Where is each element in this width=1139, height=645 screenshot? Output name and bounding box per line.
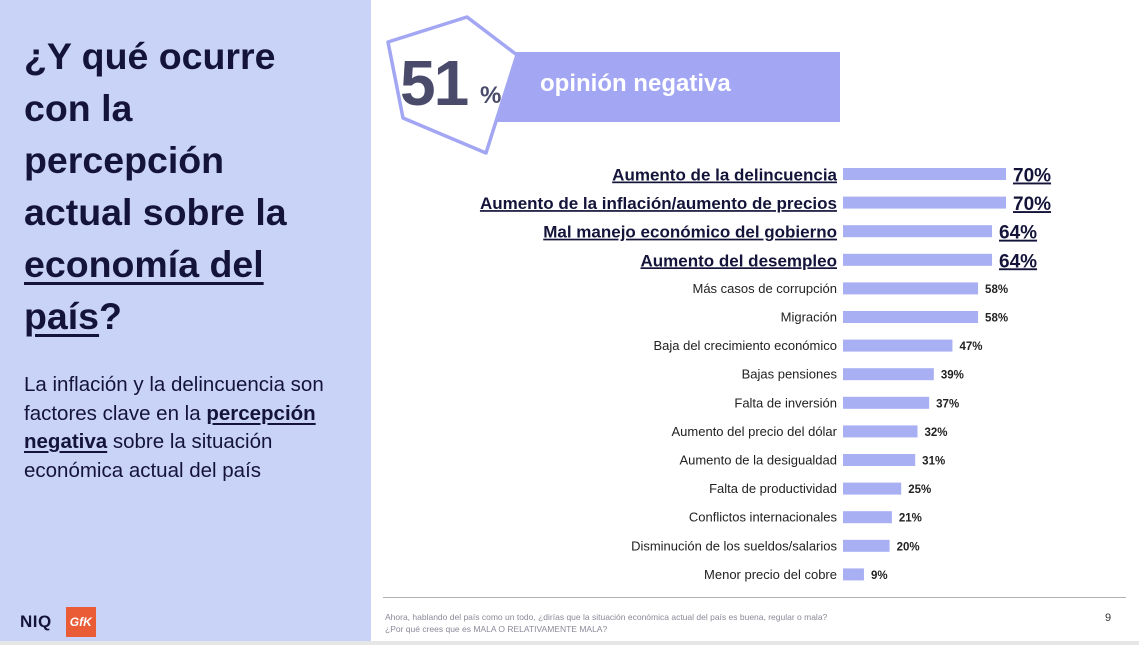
bar — [843, 311, 979, 323]
subtitle-highlight: percepción negativa — [24, 401, 316, 454]
category-label: Migración — [781, 310, 837, 325]
category-label: Falta de productividad — [709, 481, 837, 496]
title-line-4: actual sobre la — [24, 191, 287, 233]
value-label: 9% — [871, 570, 888, 582]
subtitle-part-1: La inflación y la delincuencia son facto… — [24, 373, 324, 425]
bar — [843, 196, 1006, 209]
title-line-1: ¿Y qué ocurre — [24, 35, 276, 77]
banner-label: opinión negativa — [540, 70, 731, 97]
bar — [843, 282, 979, 295]
category-label: Aumento de la desigualdad — [679, 453, 837, 468]
category-label: Baja del crecimiento económico — [653, 338, 837, 353]
title-line-3: percepción — [24, 139, 225, 181]
niq-logo: NIQ — [20, 612, 52, 631]
category-label: Aumento de la delincuencia — [612, 166, 837, 185]
value-label: 58% — [985, 313, 1008, 325]
value-label: 64% — [999, 251, 1037, 272]
brand-logos: NIQ GfK — [20, 607, 96, 637]
value-label: 25% — [908, 484, 931, 496]
bar — [843, 168, 1006, 180]
slide-subtitle: La inflación y la delincuencia son facto… — [24, 371, 359, 485]
page-number: 9 — [1105, 612, 1112, 624]
category-label: Menor precio del cobre — [704, 567, 837, 582]
bar — [843, 225, 993, 238]
banner-percent-sign: % — [480, 82, 502, 109]
banner-number: 51 — [400, 47, 469, 119]
bar — [843, 425, 918, 438]
category-label: Mal manejo económico del gobierno — [543, 223, 837, 242]
title-question-mark: ? — [99, 295, 122, 337]
footnote-line-1: Ahora, hablando del país como un todo, ¿… — [385, 612, 828, 622]
title-underlined-1: economía del — [24, 243, 264, 285]
category-label: Falta de inversión — [734, 395, 837, 410]
banner-graphic — [386, 15, 840, 155]
footnote: Ahora, hablando del país como un todo, ¿… — [385, 611, 1035, 635]
value-label: 37% — [936, 398, 959, 410]
bar — [843, 396, 930, 409]
bottom-strip — [0, 641, 1139, 645]
value-label: 70% — [1013, 166, 1051, 187]
bar — [843, 368, 934, 381]
bar — [843, 482, 902, 495]
value-label: 20% — [897, 541, 920, 553]
value-label: 58% — [985, 284, 1008, 296]
bar — [843, 539, 890, 552]
category-label: Más casos de corrupción — [692, 281, 837, 296]
footnote-line-2: ¿Por qué crees que es MALA O RELATIVAMEN… — [385, 624, 608, 634]
bar — [843, 568, 864, 581]
category-label: Aumento de la inflación/aumento de preci… — [480, 194, 837, 213]
gfk-logo: GfK — [65, 607, 96, 637]
banner-hexagon — [386, 15, 519, 155]
left-panel: ¿Y qué ocurre con la percepción actual s… — [0, 0, 371, 645]
bar — [843, 454, 916, 466]
category-label: Aumento del precio del dólar — [672, 424, 838, 439]
category-label: Conflictos internacionales — [689, 510, 838, 525]
banner-bar — [478, 52, 840, 122]
slide-title: ¿Y qué ocurre con la percepción actual s… — [24, 30, 354, 342]
title-line-2: con la — [24, 87, 133, 129]
category-label: Aumento del desempleo — [641, 251, 837, 270]
value-label: 32% — [925, 427, 948, 439]
title-underlined-2: país — [24, 295, 100, 337]
category-label: Disminución de los sueldos/salarios — [631, 538, 837, 553]
value-label: 21% — [899, 513, 922, 525]
bar — [843, 253, 993, 266]
bar — [843, 339, 953, 352]
bar — [843, 511, 892, 524]
subtitle-part-2: sobre la situación económica actual del … — [24, 430, 273, 482]
category-label: Bajas pensiones — [742, 367, 838, 382]
footer-divider — [383, 597, 1126, 598]
value-label: 70% — [1013, 194, 1051, 215]
value-label: 31% — [922, 456, 945, 468]
value-label: 64% — [999, 223, 1037, 244]
value-label: 39% — [941, 370, 964, 382]
value-label: 47% — [959, 341, 982, 353]
